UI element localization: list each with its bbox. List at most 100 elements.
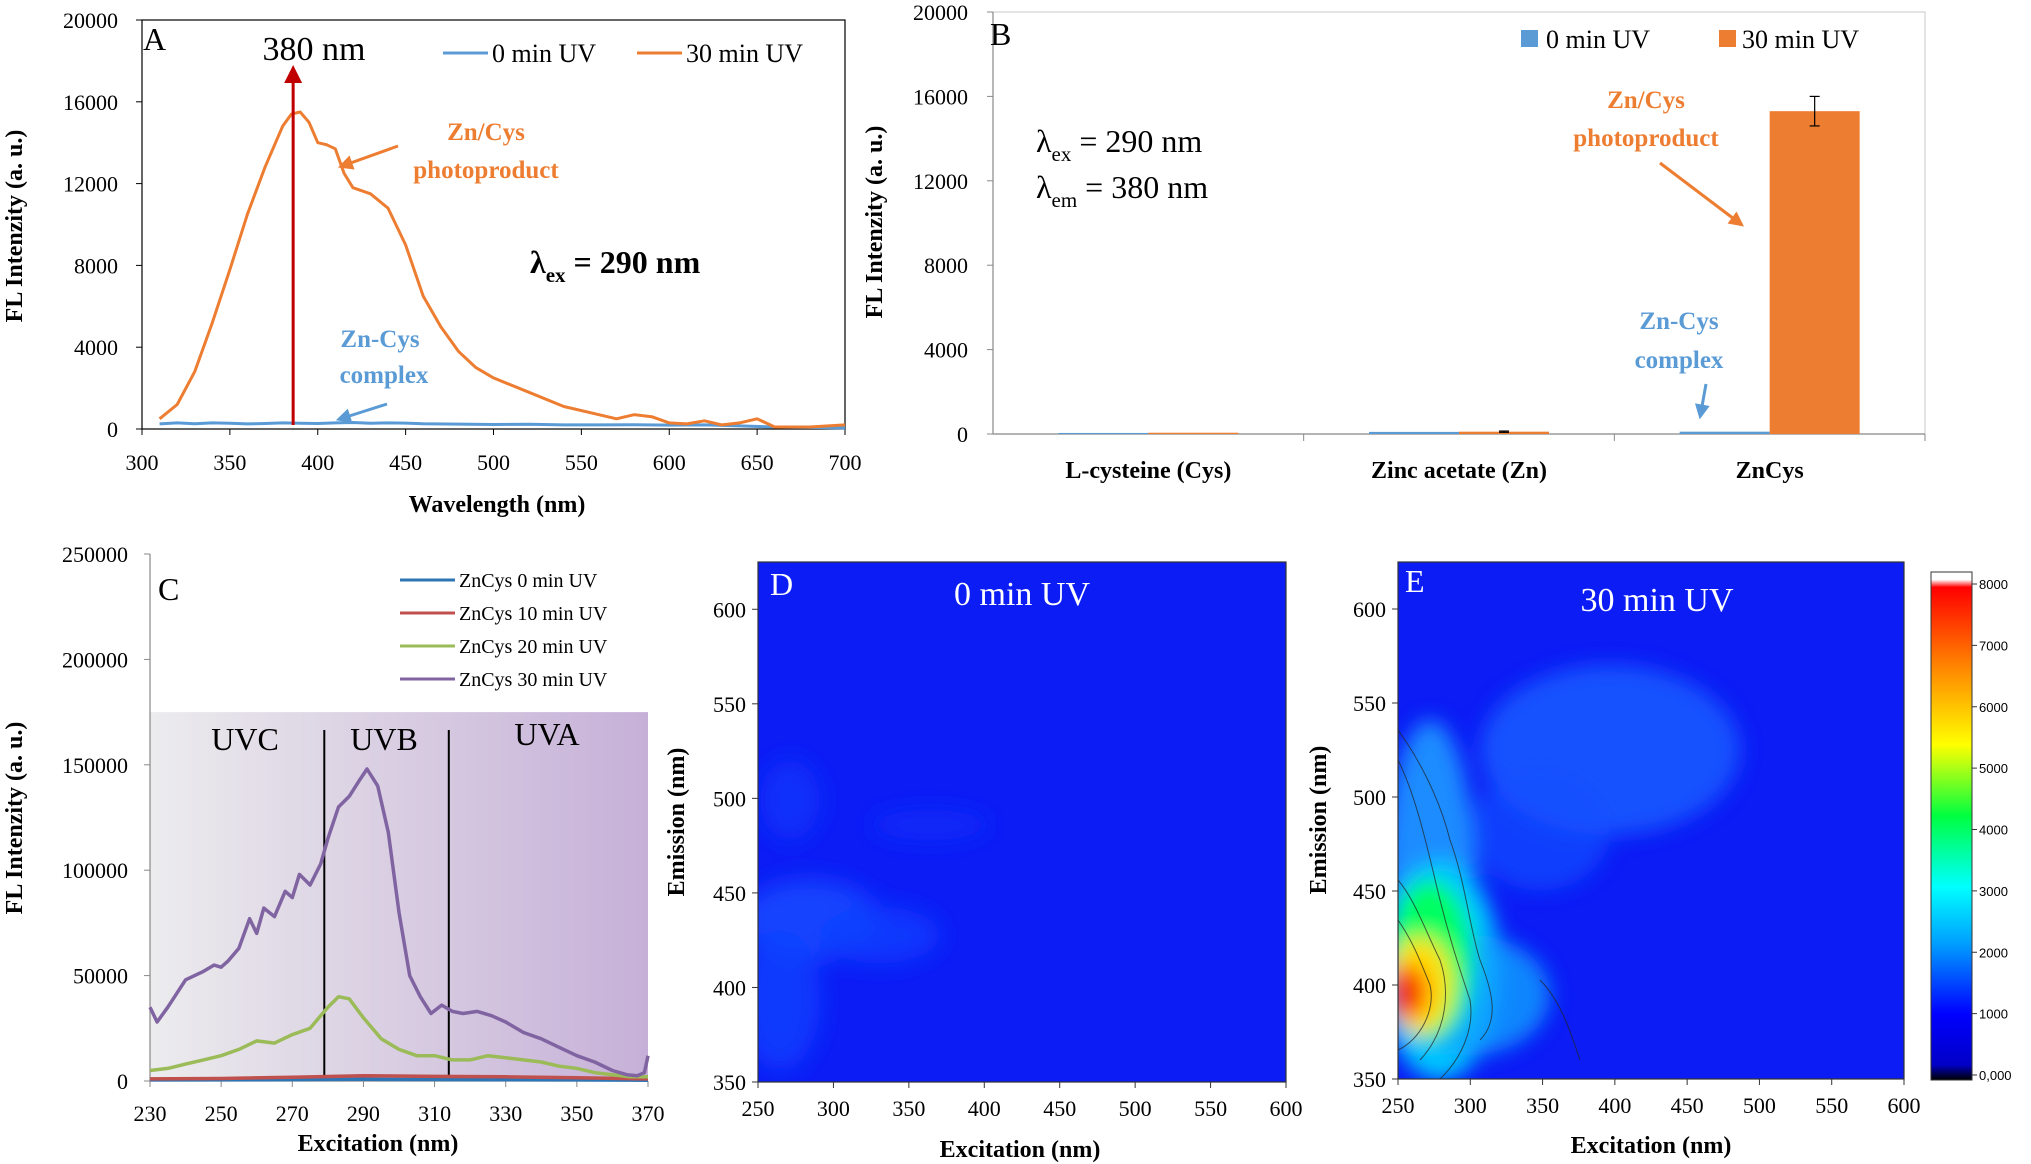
panel-d-xtick-label: 500 <box>1119 1096 1152 1121</box>
panel-e-ytick-label: 450 <box>1353 879 1386 904</box>
panel-c-ytick-label: 0 <box>117 1069 128 1094</box>
panel-a-ytick-label: 16000 <box>63 90 118 115</box>
panel-c-region-uvc: UVC <box>211 721 279 757</box>
panel-c-legend-label-3: ZnCys 30 min UV <box>459 669 608 691</box>
panel-b-ytick-label: 0 <box>957 422 968 447</box>
panel-a-xlabel: Wavelength (nm) <box>409 492 586 518</box>
panel-e-ylabel: Emission (nm) <box>1306 746 1332 895</box>
panel-e-xlabel: Excitation (nm) <box>1571 1133 1732 1159</box>
panel-a-xtick-label: 700 <box>829 450 862 475</box>
panel-c-legend-label-0: ZnCys 0 min UV <box>459 570 598 592</box>
panel-b-bar-0-0 <box>1058 432 1149 434</box>
panel-e-xtick-label: 300 <box>1454 1093 1487 1118</box>
panel-d-xtick-label: 300 <box>817 1096 850 1121</box>
panel-b-legend-swatch-0 <box>1521 30 1538 47</box>
panel-c-ytick-label: 150000 <box>62 753 128 778</box>
panel-d-ytick-label: 500 <box>713 786 746 811</box>
panel-b-ytick-label: 12000 <box>913 169 968 194</box>
panel-e-colorbar-tick-label: 0,000 <box>1979 1068 2012 1083</box>
panel-d-xlabel: Excitation (nm) <box>940 1137 1101 1163</box>
panel-e-colorbar-tick-label: 4000 <box>1979 823 2008 838</box>
panel-a-complex-label-2: complex <box>340 362 429 389</box>
panel-c-region-uva: UVA <box>514 716 579 752</box>
panel-b-bar-1-0 <box>1369 431 1459 434</box>
panel-e-ytick-label: 400 <box>1353 973 1386 998</box>
panel-a-ylabel: FL Intenzity (a. u.) <box>2 130 28 323</box>
panel-a-photoproduct-arrow <box>337 144 399 170</box>
panel-c-xtick-label: 370 <box>632 1101 665 1126</box>
panel-a-complex-arrow <box>335 402 388 423</box>
panel-d-ytick-label: 550 <box>713 692 746 717</box>
panel-d-heatmap-background <box>758 562 1286 1082</box>
panel-c-ytick-label: 100000 <box>62 858 128 883</box>
panel-c-series-line-3 <box>148 767 650 1078</box>
panel-a-ytick-label: 20000 <box>63 8 118 33</box>
panel-e-xtick-label: 350 <box>1526 1093 1559 1118</box>
panel-b-ytick-label: 16000 <box>913 84 968 109</box>
panel-c-series-line-2 <box>149 994 648 1079</box>
panel-c-xtick-label: 290 <box>347 1101 380 1126</box>
panel-a-legend-label-1: 30 min UV <box>686 39 803 68</box>
panel-b-photoproduct-label-1: Zn/Cys <box>1607 87 1685 114</box>
panel-a-series-line-1 <box>158 110 846 429</box>
panel-b-lambda-em: λem = 380 nm <box>1036 169 1208 212</box>
panel-b-ytick-label: 4000 <box>924 338 968 363</box>
panel-e-xtick-label: 500 <box>1743 1093 1776 1118</box>
panel-e-colorbar-tick-label: 5000 <box>1979 761 2008 776</box>
panel-b-ytick-label: 8000 <box>924 253 968 278</box>
panel-e-colorbar-tick-label: 8000 <box>1979 577 2008 592</box>
panel-b-ylabel: FL Intenzity (a. u.) <box>862 126 888 319</box>
panel-e-xtick-label: 450 <box>1671 1093 1704 1118</box>
panel-e-xtick-label: 600 <box>1888 1093 1921 1118</box>
panel-a: 0 4000 8000 12000 16000 20000 300 350 400 450 500… <box>2 8 862 518</box>
panel-d-ytick-label: 350 <box>713 1070 746 1095</box>
panel-c-ytick-label: 200000 <box>62 647 128 672</box>
panel-a-xtick-label: 450 <box>389 450 422 475</box>
panel-b-complex-arrow <box>1694 383 1710 420</box>
panel-b-photoproduct-arrow <box>1659 161 1744 227</box>
panel-e-colorbar-tick-label: 6000 <box>1979 700 2008 715</box>
panel-b-lambda-ex: λex = 290 nm <box>1036 123 1202 166</box>
panel-b-category-label-0: L-cysteine (Cys) <box>1065 458 1231 484</box>
panel-a-letter: A <box>143 21 166 57</box>
panel-b-legend-label-0: 0 min UV <box>1546 25 1650 54</box>
panel-a-ytick-label: 0 <box>107 417 118 442</box>
panel-b-legend-label-1: 30 min UV <box>1742 25 1859 54</box>
panel-c-xlabel: Excitation (nm) <box>298 1131 459 1157</box>
panel-a-xtick-label: 500 <box>477 450 510 475</box>
panel-b: 0 4000 8000 12000 16000 20000 L-cysteine (Cys… <box>862 0 1926 484</box>
panel-a-xtick-label: 650 <box>741 450 774 475</box>
panel-b-photoproduct-label-2: photoproduct <box>1573 125 1719 152</box>
panel-d-xtick-label: 550 <box>1194 1096 1227 1121</box>
panel-a-legend-label-0: 0 min UV <box>492 39 596 68</box>
panel-c: 0 50000 100000 150000 200000 250000 230 250 270… <box>2 542 665 1157</box>
panel-d-plot-frame <box>757 561 1287 1083</box>
panel-a-peak-label: 380 nm <box>263 31 366 68</box>
panel-e-letter: E <box>1405 563 1425 599</box>
panel-c-region-uvb: UVB <box>350 721 418 757</box>
panel-a-photoproduct-label-2: photoproduct <box>413 157 559 184</box>
panel-c-legend-label-1: ZnCys 10 min UV <box>459 603 608 625</box>
panel-c-xtick-label: 350 <box>560 1101 593 1126</box>
panel-b-bar-0-1 <box>1148 432 1239 434</box>
panel-b-ytick-label: 20000 <box>913 0 968 25</box>
panel-e: 350 400 450 500 550 600 250 300 350 400 450 500 550… <box>1306 561 2012 1159</box>
panel-a-ytick-label: 8000 <box>74 253 118 278</box>
panel-a-plot-frame <box>141 19 846 430</box>
panel-c-ylabel: FL Intenzity (a. u.) <box>2 722 28 915</box>
panel-e-colorbar-tick-label: 2000 <box>1979 945 2008 960</box>
panel-b-bar-2-0 <box>1679 431 1770 434</box>
panel-c-xtick-label: 230 <box>134 1101 167 1126</box>
panel-d-ytick-label: 400 <box>713 975 746 1000</box>
panel-d-xtick-label: 250 <box>742 1096 775 1121</box>
panel-d-xtick-label: 600 <box>1270 1096 1303 1121</box>
panel-a-complex-label-1: Zn-Cys <box>340 326 419 353</box>
panel-c-xtick-label: 310 <box>418 1101 451 1126</box>
panel-e-colorbar <box>1930 571 1973 1081</box>
panel-c-ytick-label: 250000 <box>62 542 128 567</box>
panel-e-colorbar-tick-label: 3000 <box>1979 884 2008 899</box>
panel-b-category-label-1: Zinc acetate (Zn) <box>1371 458 1547 484</box>
panel-e-heatmap-features <box>1398 665 1740 1079</box>
panel-d-ytick-label: 600 <box>713 597 746 622</box>
